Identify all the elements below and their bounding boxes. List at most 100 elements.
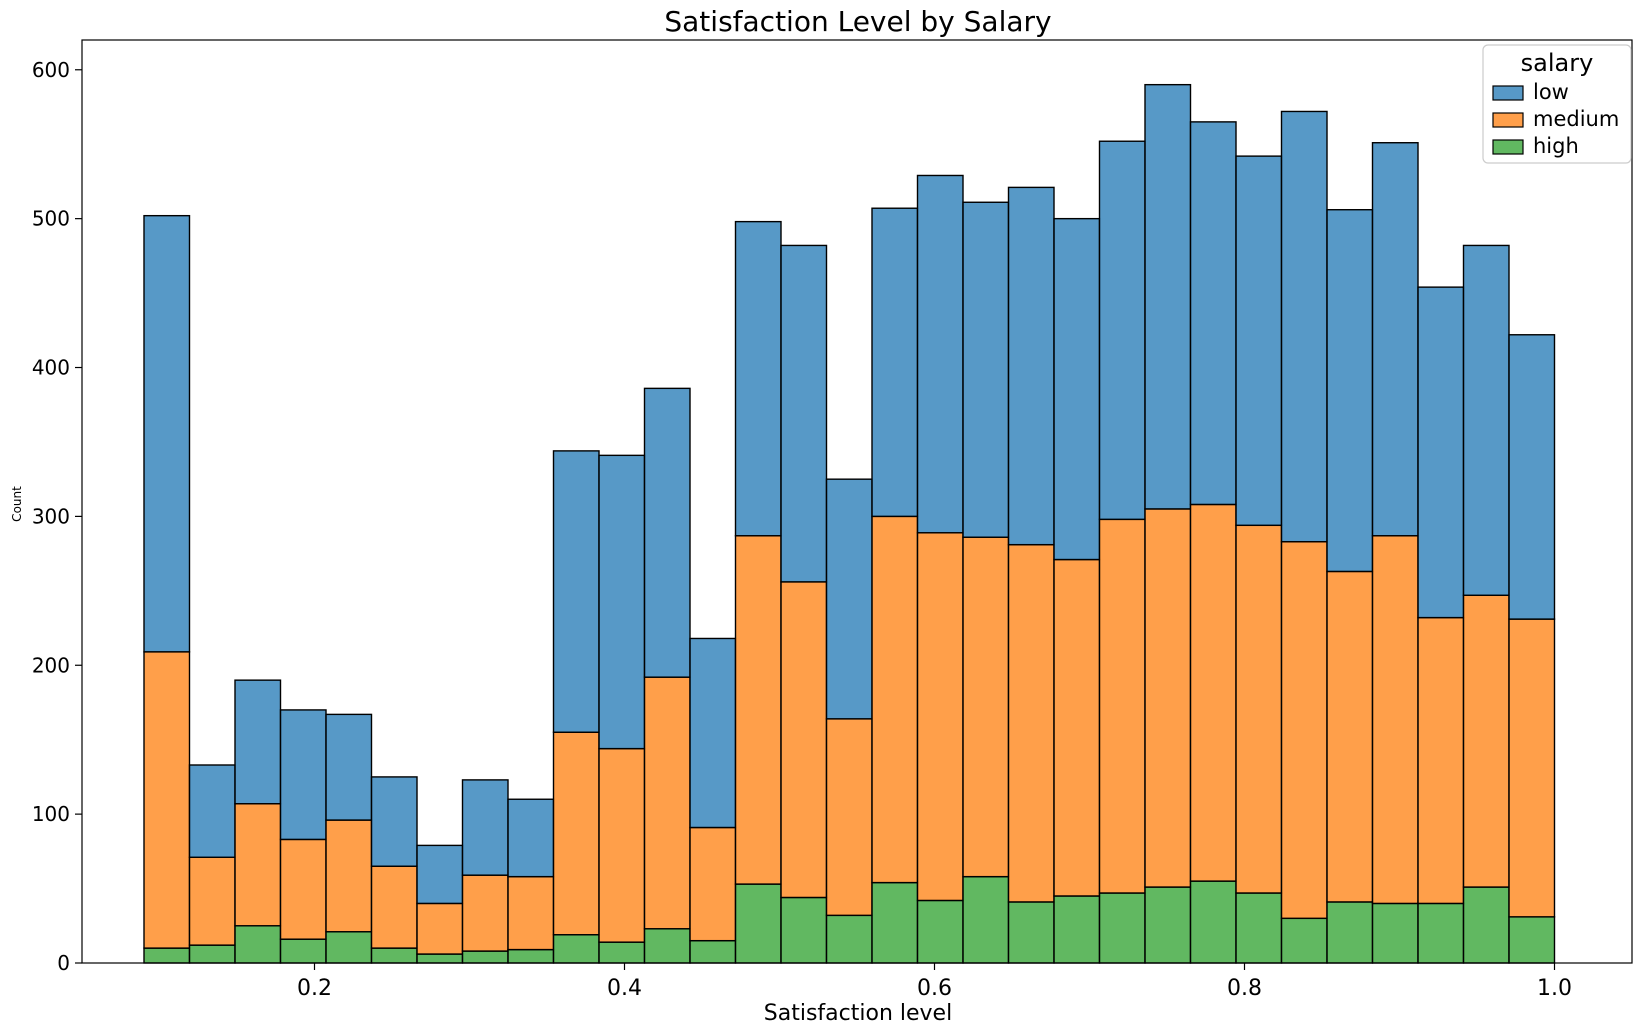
plot-frame: [81, 39, 1633, 964]
bar-high-29: [1462, 886, 1510, 964]
bar-low-20: [1053, 217, 1101, 561]
bar-high-25: [1280, 917, 1328, 964]
bar-low-11: [643, 387, 691, 678]
x-tick-label: 0.8: [1227, 976, 1262, 1001]
bar-low-17: [916, 174, 964, 534]
bar-low-16: [871, 207, 919, 518]
y-tick-label: 0: [57, 951, 70, 975]
bar-medium-16: [871, 515, 919, 884]
bar-high-7: [461, 950, 509, 964]
bar-medium-4: [325, 819, 373, 933]
x-tick-label: 1.0: [1537, 976, 1572, 1001]
bar-low-13: [734, 220, 782, 537]
bar-high-12: [689, 939, 737, 964]
legend-label-high: high: [1533, 134, 1579, 158]
bar-low-14: [780, 244, 828, 583]
legend-label-low: low: [1533, 80, 1569, 104]
legend-entries: low medium high: [1492, 80, 1619, 158]
bars-layer: [143, 83, 1556, 964]
bar-high-22: [1144, 886, 1192, 964]
bar-low-12: [689, 637, 737, 829]
bar-medium-29: [1462, 594, 1510, 888]
bar-high-27: [1371, 902, 1419, 964]
bar-low-30: [1508, 334, 1556, 620]
y-tick-label: 400: [32, 356, 70, 380]
bar-medium-11: [643, 676, 691, 930]
bar-high-28: [1417, 902, 1465, 964]
bar-high-0: [143, 947, 191, 964]
bar-low-19: [1007, 186, 1055, 546]
chart-title: Satisfaction Level by Salary: [664, 5, 1051, 38]
bar-low-15: [825, 478, 873, 720]
bar-low-21: [1098, 140, 1146, 521]
bar-high-14: [780, 896, 828, 964]
bar-medium-21: [1098, 518, 1146, 894]
bar-low-18: [962, 201, 1010, 538]
x-axis-title: Satisfaction level: [764, 1001, 952, 1026]
bar-low-10: [598, 454, 646, 750]
legend: salary low medium high: [1482, 44, 1632, 164]
bar-high-17: [916, 899, 964, 964]
bar-medium-19: [1007, 543, 1055, 903]
bar-medium-30: [1508, 618, 1556, 918]
legend-swatch-low: [1492, 85, 1524, 101]
bar-medium-12: [689, 826, 737, 942]
axes-layer: 0.2 0.4 0.6 0.8 1.0 0 100 200 300 400 500 600: [32, 39, 1633, 1001]
bar-medium-17: [916, 532, 964, 902]
bar-medium-24: [1235, 524, 1283, 894]
bar-medium-7: [461, 874, 509, 952]
bar-low-6: [416, 844, 464, 905]
bar-medium-3: [279, 838, 327, 940]
bar-medium-5: [370, 865, 418, 949]
y-axis-title: Count: [10, 486, 24, 522]
bar-low-3: [279, 709, 327, 841]
bar-high-20: [1053, 895, 1101, 964]
legend-swatch-medium: [1492, 112, 1524, 128]
bar-medium-25: [1280, 540, 1328, 920]
bar-high-3: [279, 938, 327, 964]
x-tick-label: 0.6: [917, 976, 952, 1001]
bar-high-23: [1189, 880, 1237, 964]
bar-high-13: [734, 883, 782, 964]
bar-high-19: [1007, 901, 1055, 964]
bar-medium-9: [552, 731, 600, 936]
bar-high-16: [871, 881, 919, 964]
bar-high-6: [416, 953, 464, 964]
bar-high-26: [1326, 901, 1374, 964]
bar-high-10: [598, 941, 646, 964]
bar-low-9: [552, 450, 600, 733]
bar-medium-10: [598, 747, 646, 943]
legend-swatch-high: [1492, 139, 1524, 155]
bar-high-30: [1508, 916, 1556, 964]
bar-low-8: [507, 798, 555, 878]
bar-high-1: [188, 944, 236, 964]
bar-low-25: [1280, 110, 1328, 543]
bar-medium-23: [1189, 503, 1237, 882]
bar-medium-13: [734, 535, 782, 885]
y-tick-label: 100: [32, 802, 70, 826]
bar-high-21: [1098, 892, 1146, 964]
bar-low-23: [1189, 121, 1237, 506]
bar-low-7: [461, 779, 509, 876]
bar-medium-6: [416, 902, 464, 955]
bar-high-2: [234, 925, 282, 964]
bar-medium-1: [188, 856, 236, 946]
x-tick-label: 0.4: [607, 976, 642, 1001]
bar-high-8: [507, 948, 555, 964]
y-tick-label: 300: [32, 504, 70, 528]
bar-medium-14: [780, 581, 828, 899]
bar-low-28: [1417, 286, 1465, 619]
bar-high-9: [552, 934, 600, 964]
legend-title: salary: [1521, 49, 1594, 77]
bar-low-26: [1326, 209, 1374, 573]
bar-medium-27: [1371, 535, 1419, 905]
bar-high-5: [370, 947, 418, 964]
bar-low-0: [143, 214, 191, 653]
bar-high-11: [643, 928, 691, 964]
bar-low-24: [1235, 155, 1283, 527]
x-tick-label: 0.2: [297, 976, 332, 1001]
bar-low-4: [325, 713, 373, 821]
bar-medium-18: [962, 536, 1010, 878]
